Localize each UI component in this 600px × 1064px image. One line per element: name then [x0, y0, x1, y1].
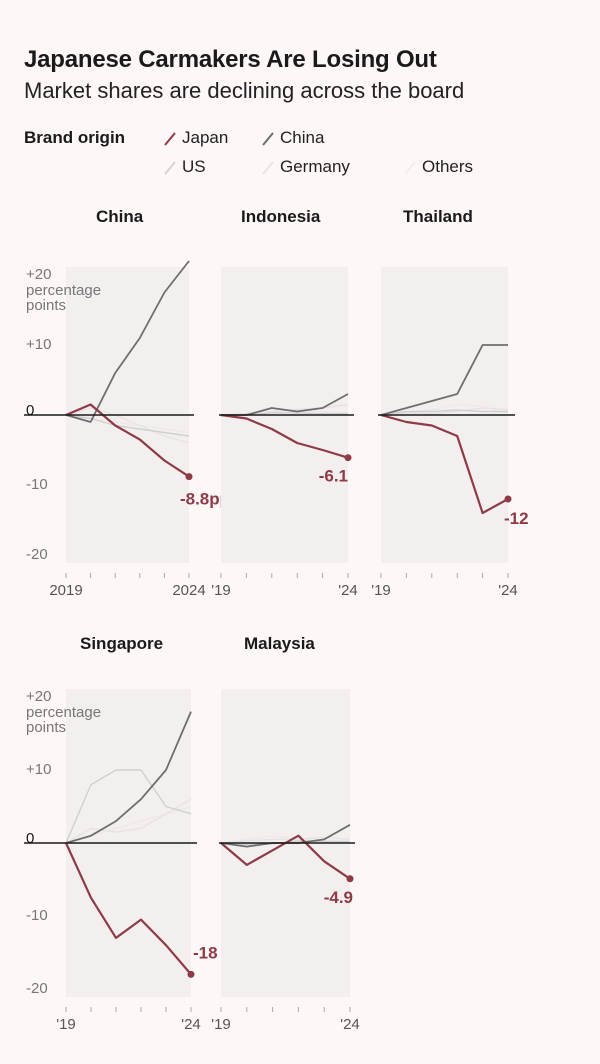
legend-swatch-germany — [262, 161, 274, 175]
x-tick-label: '24 — [338, 582, 358, 599]
japan-end-label-indonesia: -6.1 — [319, 467, 348, 486]
x-tick-label: '24 — [498, 582, 518, 599]
japan-end-label-singapore: -18 — [193, 943, 218, 962]
x-tick-label: '19 — [211, 1016, 231, 1033]
y-tick-label: +20 — [26, 266, 51, 283]
y-tick-label: +10 — [26, 761, 51, 778]
chart-subtitle: Market shares are declining across the b… — [24, 78, 465, 103]
legend-label-others: Others — [422, 157, 474, 176]
japan-end-label-malaysia: -4.9 — [324, 888, 353, 907]
series-line-germany-thailand — [380, 407, 509, 416]
panel-title-malaysia: Malaysia — [244, 634, 315, 653]
series-line-us-thailand — [380, 409, 508, 416]
y-axis-unit: percentage — [26, 282, 101, 299]
y-axis-unit: points — [26, 297, 66, 314]
panel-title-thailand: Thailand — [403, 207, 473, 226]
x-tick-label: '24 — [181, 1016, 201, 1033]
x-tick-label: 2019 — [49, 582, 82, 599]
y-tick-label: +10 — [26, 336, 51, 353]
series-line-us-singapore — [65, 769, 192, 844]
legend-item-others: Others — [402, 157, 473, 177]
series-line-japan-indonesia — [220, 413, 349, 459]
y-tick-label: -20 — [26, 546, 48, 563]
y-tick-label: +20 — [26, 688, 51, 705]
japan-end-label-thailand: -12 — [504, 509, 529, 528]
x-tick-label: '24 — [340, 1016, 360, 1033]
y-tick-label: -10 — [26, 476, 48, 493]
series-line-japan-thailand — [380, 413, 509, 515]
x-tick-label: '19 — [371, 582, 391, 599]
legend-item-china: China — [260, 128, 324, 148]
legend-swatch-us — [164, 161, 176, 175]
x-tick-label: '19 — [56, 1016, 76, 1033]
x-tick-label: 2024 — [172, 582, 205, 599]
y-tick-label: -10 — [26, 907, 48, 924]
panel-title-china: China — [96, 207, 144, 226]
japan-end-point-singapore — [187, 970, 195, 978]
legend-item-germany: Germany — [260, 157, 350, 177]
japan-end-label-china: -8.8pp — [180, 490, 230, 509]
panel-title-indonesia: Indonesia — [241, 207, 321, 226]
legend-label-germany: Germany — [280, 157, 350, 176]
series-line-japan-singapore — [64, 842, 192, 976]
x-tick-label: '19 — [211, 582, 231, 599]
japan-end-point-china — [185, 473, 193, 481]
series-line-germany-china — [65, 407, 190, 444]
series-line-japan-china — [65, 403, 190, 478]
legend-label-us: US — [182, 157, 206, 176]
chart-title: Japanese Carmakers Are Losing Out — [24, 46, 437, 73]
legend-swatch-china — [262, 132, 274, 146]
legend-swatch-japan — [164, 132, 176, 146]
legend-label-china: China — [280, 128, 325, 147]
legend-item-us: US — [162, 157, 206, 177]
y-tick-label: 0 — [26, 830, 34, 847]
y-tick-label: 0 — [26, 402, 34, 419]
series-line-germany-singapore — [65, 798, 192, 844]
legend-swatch-others — [404, 161, 416, 175]
y-axis-unit: percentage — [26, 704, 101, 721]
series-line-us-china — [65, 414, 190, 437]
japan-end-point-indonesia — [344, 454, 352, 462]
y-axis-unit: points — [26, 719, 66, 736]
legend-title: Brand origin — [24, 128, 126, 147]
panel-title-singapore: Singapore — [80, 634, 163, 653]
legend-item-japan: Japan — [162, 128, 228, 148]
y-tick-label: -20 — [26, 980, 48, 997]
japan-end-point-malaysia — [346, 875, 354, 883]
series-line-china-thailand — [380, 344, 508, 416]
legend-label-japan: Japan — [182, 128, 229, 147]
japan-end-point-thailand — [504, 495, 512, 503]
series-line-china-singapore — [65, 711, 192, 844]
series-line-china-china — [65, 260, 190, 423]
